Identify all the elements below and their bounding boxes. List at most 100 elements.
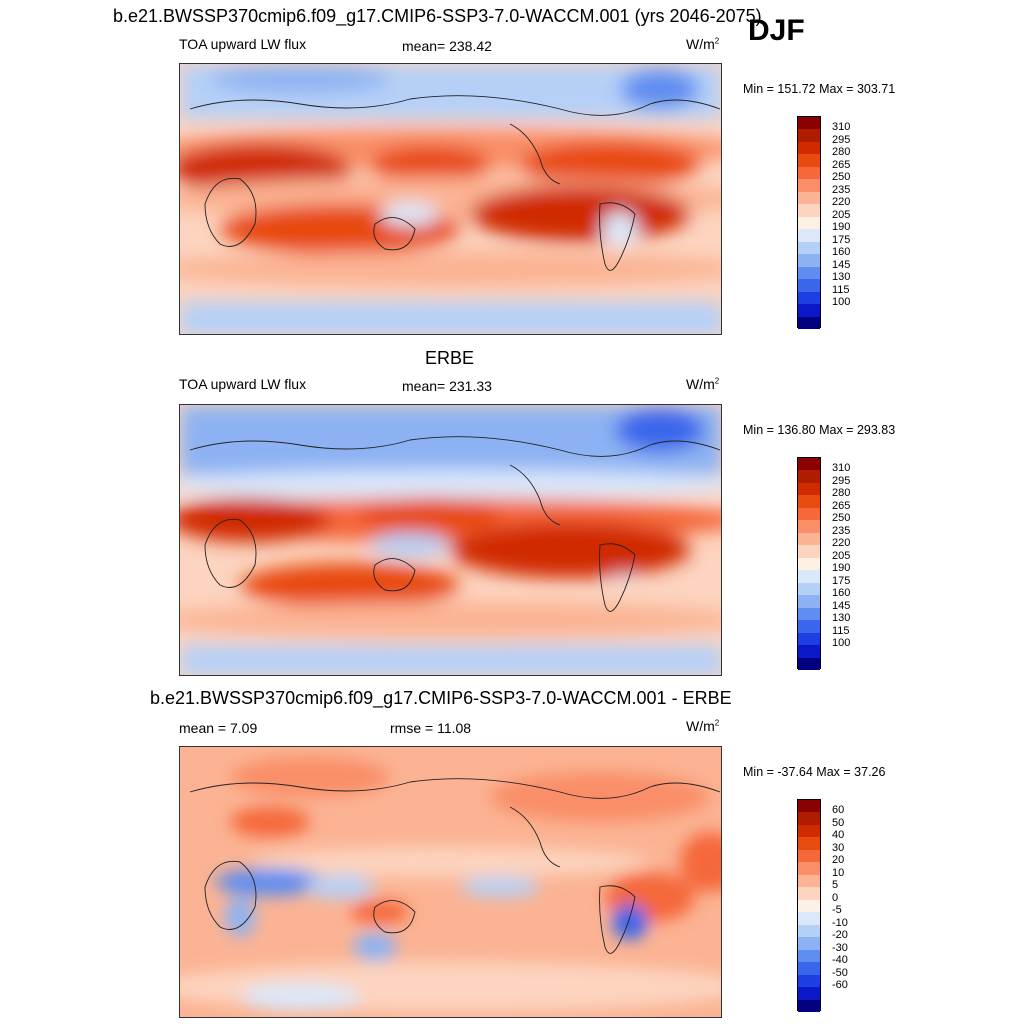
colorbar-swatch <box>798 887 820 900</box>
panel3-map <box>179 746 722 1018</box>
panel2-colorbar <box>797 457 821 670</box>
colorbar-tick-label: 265 <box>832 158 851 171</box>
colorbar-tick-label: 130 <box>832 612 851 625</box>
panel1-contour-field <box>180 64 721 334</box>
colorbar-tick-label: 145 <box>832 258 851 271</box>
colorbar-tick-label: 40 <box>832 829 845 842</box>
panel3-colorbar <box>797 799 821 1012</box>
colorbar-swatch <box>798 812 820 825</box>
colorbar-swatch <box>798 862 820 875</box>
colorbar-swatch <box>798 458 820 471</box>
panel3-minmax: Min = -37.64 Max = 37.26 <box>743 765 886 779</box>
colorbar-swatch <box>798 657 820 670</box>
panel1-map <box>179 63 722 335</box>
colorbar-tick-label: 310 <box>832 462 851 475</box>
colorbar-swatch <box>798 229 820 242</box>
colorbar-swatch <box>798 507 820 521</box>
panel3-units: W/m2 <box>686 718 720 734</box>
panel1-colorbar <box>797 116 821 329</box>
colorbar-swatch <box>798 141 820 155</box>
panel2-contour-field <box>180 405 721 675</box>
colorbar-tick-label: 235 <box>832 183 851 196</box>
colorbar-tick-label: 100 <box>832 296 851 309</box>
panel3-rmse-label: rmse = 11.08 <box>390 720 472 736</box>
colorbar-swatch <box>798 166 820 180</box>
colorbar-swatch <box>798 912 820 925</box>
panel1-coastlines <box>189 95 721 271</box>
colorbar-tick-label: -40 <box>832 954 848 967</box>
colorbar-swatch <box>798 316 820 329</box>
colorbar-swatch <box>798 254 820 267</box>
colorbar-tick-label: 0 <box>832 891 839 904</box>
panel2-mean-label: mean= 231.33 <box>402 378 492 394</box>
colorbar-tick-label: 205 <box>832 208 851 221</box>
colorbar-tick-label: -50 <box>832 966 848 979</box>
colorbar-tick-label: -20 <box>832 929 848 942</box>
panel2-minmax: Min = 136.80 Max = 293.83 <box>743 423 896 437</box>
colorbar-swatch <box>798 291 820 305</box>
colorbar-tick-label: 30 <box>832 841 845 854</box>
panel1-minmax: Min = 151.72 Max = 303.71 <box>743 82 896 96</box>
panel2-map <box>179 404 722 676</box>
colorbar-tick-label: 60 <box>832 804 845 817</box>
colorbar-swatch <box>798 595 820 608</box>
colorbar-swatch <box>798 117 820 130</box>
colorbar-tick-label: -10 <box>832 916 848 929</box>
colorbar-tick-label: 280 <box>832 487 851 500</box>
colorbar-swatch <box>798 899 820 913</box>
colorbar-swatch <box>798 154 820 167</box>
colorbar-tick-label: 250 <box>832 171 851 184</box>
colorbar-tick-label: 175 <box>832 233 851 246</box>
colorbar-tick-label: 115 <box>832 283 850 296</box>
colorbar-tick-label: 100 <box>832 637 851 650</box>
colorbar-swatch <box>798 482 820 496</box>
panel1-mean-label: mean= 238.42 <box>402 38 492 54</box>
colorbar-swatch <box>798 974 820 988</box>
colorbar-tick-label: 310 <box>832 121 851 134</box>
colorbar-swatch <box>798 949 820 963</box>
main-title: b.e21.BWSSP370cmip6.f09_g17.CMIP6-SSP3-7… <box>113 6 762 26</box>
colorbar-tick-label: 50 <box>832 816 845 829</box>
colorbar-swatch <box>798 545 820 558</box>
colorbar-tick-label: -5 <box>832 904 842 917</box>
colorbar-swatch <box>798 304 820 317</box>
colorbar-tick-label: 250 <box>832 512 851 525</box>
season-label: DJF <box>748 14 805 47</box>
colorbar-tick-label: 295 <box>832 133 851 146</box>
colorbar-swatch <box>798 849 820 863</box>
colorbar-swatch <box>798 999 820 1012</box>
colorbar-swatch <box>798 962 820 975</box>
colorbar-swatch <box>798 924 820 938</box>
panel3-coastlines <box>189 778 721 954</box>
colorbar-tick-label: 145 <box>832 599 851 612</box>
colorbar-swatch <box>798 241 820 255</box>
panel1-units: W/m2 <box>686 36 720 52</box>
colorbar-swatch <box>798 216 820 230</box>
colorbar-tick-label: 220 <box>832 537 851 550</box>
colorbar-tick-label: 295 <box>832 474 851 487</box>
colorbar-tick-label: 265 <box>832 499 851 512</box>
colorbar-tick-label: 115 <box>832 624 850 637</box>
colorbar-swatch <box>798 800 820 813</box>
colorbar-tick-label: 205 <box>832 549 851 562</box>
colorbar-tick-label: -60 <box>832 979 848 992</box>
colorbar-swatch <box>798 470 820 483</box>
colorbar-swatch <box>798 532 820 546</box>
colorbar-tick-label: 220 <box>832 196 851 209</box>
colorbar-tick-label: -30 <box>832 941 848 954</box>
panel1-variable-label: TOA upward LW flux <box>179 36 307 52</box>
colorbar-swatch <box>798 837 820 850</box>
colorbar-swatch <box>798 520 820 533</box>
colorbar-swatch <box>798 874 820 888</box>
colorbar-tick-label: 190 <box>832 221 851 234</box>
panel2-title: ERBE <box>425 348 475 368</box>
colorbar-tick-label: 280 <box>832 146 851 159</box>
colorbar-tick-label: 160 <box>832 246 851 259</box>
colorbar-swatch <box>798 495 820 508</box>
panel2-units: W/m2 <box>686 376 720 392</box>
colorbar-swatch <box>798 557 820 571</box>
colorbar-swatch <box>798 179 820 192</box>
panel2-coastlines <box>189 436 721 612</box>
colorbar-tick-label: 5 <box>832 879 839 892</box>
colorbar-tick-label: 10 <box>832 866 845 879</box>
